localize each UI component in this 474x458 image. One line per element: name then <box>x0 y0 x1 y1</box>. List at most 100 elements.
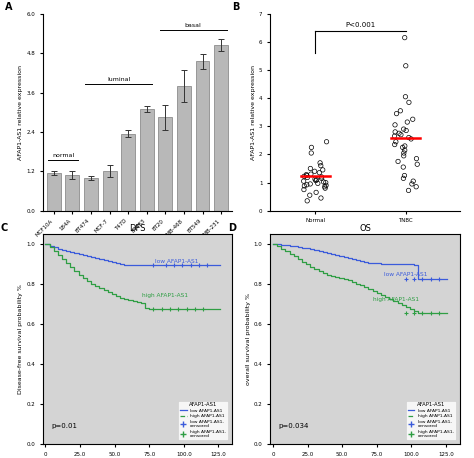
Y-axis label: overall survival probability %: overall survival probability % <box>246 293 251 385</box>
Y-axis label: AFAP1-AS1 relative expression: AFAP1-AS1 relative expression <box>18 65 24 160</box>
Point <box>312 189 320 196</box>
Point <box>408 180 416 188</box>
Point <box>405 187 412 194</box>
Text: P<0.001: P<0.001 <box>346 22 375 28</box>
Point <box>320 178 328 185</box>
Point <box>401 34 409 41</box>
Point <box>402 127 410 134</box>
Bar <box>214 45 228 211</box>
Text: C: C <box>1 223 8 233</box>
Point <box>311 168 319 175</box>
Point <box>312 177 319 184</box>
Point <box>321 183 328 191</box>
Text: normal: normal <box>52 153 74 158</box>
Point <box>316 159 324 167</box>
Point <box>303 181 310 188</box>
Point <box>391 121 399 129</box>
Text: D: D <box>228 223 237 233</box>
Point <box>401 93 409 100</box>
Point <box>317 162 325 169</box>
Point <box>403 119 411 126</box>
Point <box>301 173 308 180</box>
Bar <box>84 178 98 211</box>
Bar <box>65 174 79 211</box>
Point <box>321 185 329 192</box>
Point <box>400 164 407 171</box>
Point <box>307 180 314 188</box>
Point <box>409 115 417 123</box>
Point <box>393 110 401 117</box>
Point <box>307 165 314 172</box>
Point <box>322 182 330 189</box>
Point <box>394 158 402 165</box>
Text: p=0.034: p=0.034 <box>279 423 309 429</box>
Y-axis label: Disease-free survival probability %: Disease-free survival probability % <box>18 284 24 394</box>
Point <box>307 170 315 178</box>
Point <box>306 191 314 199</box>
Point <box>401 147 409 154</box>
Point <box>300 178 308 185</box>
Point <box>397 107 404 114</box>
Legend: low AFAP1-AS1, high AFAP1-AS1, low AFAP1-AS1-
censored, high AFAP1-AS1-
censored: low AFAP1-AS1, high AFAP1-AS1, low AFAP1… <box>178 401 228 440</box>
Point <box>401 172 408 179</box>
Bar <box>121 134 135 211</box>
Bar <box>177 86 191 211</box>
Point <box>303 172 310 179</box>
Title: OS: OS <box>359 224 371 233</box>
Point <box>400 174 407 182</box>
Point <box>397 131 405 138</box>
Point <box>313 176 320 183</box>
Point <box>413 161 421 168</box>
Point <box>302 171 310 178</box>
Point <box>311 175 319 183</box>
Point <box>402 62 410 70</box>
Point <box>405 99 413 106</box>
Point <box>316 169 323 176</box>
Point <box>322 179 329 186</box>
Point <box>400 149 408 157</box>
Point <box>301 182 308 190</box>
Point <box>400 125 408 133</box>
Text: high AFAP1-AS1: high AFAP1-AS1 <box>373 297 419 302</box>
Point <box>308 149 315 157</box>
Text: high AFAP1-AS1: high AFAP1-AS1 <box>142 293 188 298</box>
Point <box>405 134 412 141</box>
Bar <box>196 61 210 211</box>
Point <box>318 174 326 182</box>
Text: low AFAP1-AS1: low AFAP1-AS1 <box>383 272 427 277</box>
Point <box>319 166 327 174</box>
Point <box>392 138 400 146</box>
Point <box>303 197 311 204</box>
Text: basal: basal <box>185 23 201 28</box>
Text: p=0.01: p=0.01 <box>51 423 77 429</box>
Title: DFS: DFS <box>129 224 146 233</box>
Point <box>410 178 417 185</box>
Bar <box>102 171 117 211</box>
Point <box>400 152 408 159</box>
Bar <box>158 117 173 211</box>
Point <box>318 173 325 180</box>
Point <box>392 128 399 136</box>
Text: A: A <box>5 2 12 12</box>
Point <box>300 186 308 193</box>
Point <box>314 180 321 187</box>
Point <box>395 130 403 137</box>
Point <box>399 144 406 151</box>
Point <box>407 135 415 142</box>
Point <box>323 138 330 146</box>
Point <box>412 183 420 191</box>
Point <box>391 141 399 148</box>
Point <box>303 174 311 181</box>
Point <box>391 132 398 140</box>
Point <box>317 194 325 202</box>
Y-axis label: AFAP1-AS1 relative expression: AFAP1-AS1 relative expression <box>251 65 256 160</box>
Point <box>413 155 420 162</box>
Bar <box>47 173 61 211</box>
Legend: low AFAP1-AS1, high AFAP1-AS1, low AFAP1-AS1-
censored, high AFAP1-AS1-
censored: low AFAP1-AS1, high AFAP1-AS1, low AFAP1… <box>406 401 456 440</box>
Text: low AFAP1-AS1: low AFAP1-AS1 <box>155 259 198 264</box>
Point <box>308 144 315 151</box>
Point <box>401 142 409 150</box>
Bar <box>140 109 154 211</box>
Text: luminal: luminal <box>107 77 130 82</box>
Text: B: B <box>232 2 240 12</box>
